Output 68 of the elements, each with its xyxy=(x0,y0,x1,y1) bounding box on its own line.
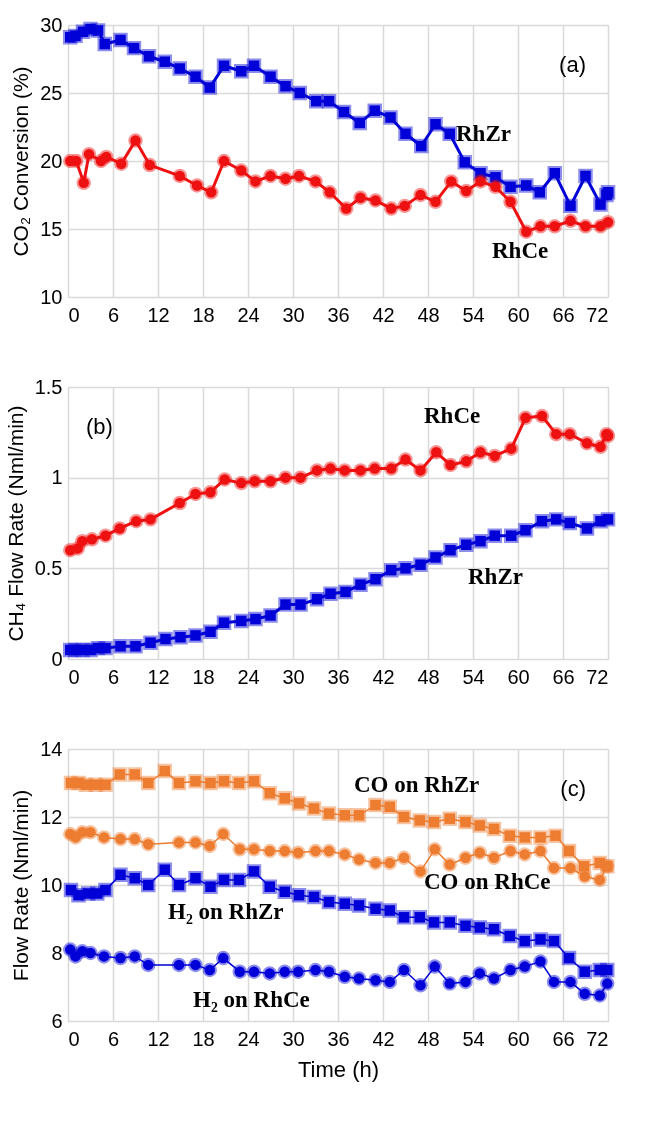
y-tick-label: 10 xyxy=(40,285,63,308)
series-label: CO on RhZr xyxy=(354,772,480,797)
x-tick-label: 12 xyxy=(147,1027,170,1050)
x-tick-label: 24 xyxy=(237,1027,260,1050)
annotation: (b) xyxy=(86,414,113,439)
x-tick-label: 66 xyxy=(552,665,575,688)
y-tick-label: 1 xyxy=(51,466,63,489)
y-tick-label: 6 xyxy=(51,1009,63,1032)
annotation: (a) xyxy=(559,52,586,77)
x-tick-label: 54 xyxy=(462,303,485,326)
x-tick-label: 54 xyxy=(462,665,485,688)
x-tick-label: 30 xyxy=(282,303,305,326)
x-tick-label: 6 xyxy=(107,1027,120,1050)
y-tick-label: 15 xyxy=(40,217,63,240)
x-tick-label: 36 xyxy=(327,1027,350,1050)
x-tick-label: 72 xyxy=(586,665,609,688)
x-tick-label: 0 xyxy=(68,303,80,326)
y-tick-label: 20 xyxy=(40,149,63,172)
x-tick-label: 30 xyxy=(282,665,305,688)
x-axis-title: Time (h) xyxy=(297,1056,380,1082)
y-axis-title: CH₄ Flow Rate (Nml/min) xyxy=(3,405,27,642)
y-axis-title: CO₂ Conversion (%) xyxy=(9,66,33,257)
x-tick-label: 0 xyxy=(68,665,80,688)
series-label: RhZr xyxy=(456,121,511,146)
y-tick-label: 1.5 xyxy=(34,375,63,398)
x-tick-label: 54 xyxy=(462,1027,485,1050)
x-tick-label: 42 xyxy=(372,1027,395,1050)
x-tick-label: 12 xyxy=(147,665,170,688)
x-tick-label: 6 xyxy=(107,665,120,688)
x-tick-label: 48 xyxy=(417,665,440,688)
x-tick-label: 36 xyxy=(327,303,350,326)
x-tick-label: 18 xyxy=(192,1027,215,1050)
x-tick-label: 12 xyxy=(147,303,170,326)
x-tick-label: 72 xyxy=(586,303,609,326)
y-tick-label: 8 xyxy=(51,941,63,964)
x-tick-label: 24 xyxy=(237,303,260,326)
x-tick-label: 48 xyxy=(417,1027,440,1050)
series-label: RhCe xyxy=(492,238,549,263)
series-label: RhZr xyxy=(468,564,523,589)
x-tick-label: 42 xyxy=(372,303,395,326)
series-label: RhCe xyxy=(424,403,481,428)
y-axis-title: Flow Rate (Nml/min) xyxy=(9,789,33,982)
y-tick-label: 0.5 xyxy=(34,556,63,579)
y-tick-label: 0 xyxy=(51,647,63,670)
annotation: (c) xyxy=(560,776,586,801)
x-tick-label: 60 xyxy=(507,303,530,326)
y-tick-label: 30 xyxy=(40,13,63,36)
y-tick-label: 10 xyxy=(40,873,63,896)
x-tick-label: 18 xyxy=(192,303,215,326)
x-tick-label: 72 xyxy=(586,1027,609,1050)
y-tick-label: 14 xyxy=(40,737,63,760)
x-tick-label: 18 xyxy=(192,665,215,688)
y-tick-label: 12 xyxy=(40,805,63,828)
y-tick-label: 25 xyxy=(40,81,63,104)
x-tick-label: 24 xyxy=(237,665,260,688)
x-tick-label: 42 xyxy=(372,665,395,688)
x-tick-label: 6 xyxy=(107,303,120,326)
x-tick-label: 66 xyxy=(552,1027,575,1050)
x-tick-label: 0 xyxy=(68,1027,80,1050)
x-tick-label: 48 xyxy=(417,303,440,326)
x-tick-label: 60 xyxy=(507,1027,530,1050)
series-label: H₂ on RhCe xyxy=(193,987,310,1012)
series-label: CO on RhCe xyxy=(424,869,551,894)
x-tick-label: 60 xyxy=(507,665,530,688)
series-label: H₂ on RhZr xyxy=(168,899,284,924)
x-tick-label: 30 xyxy=(282,1027,305,1050)
x-tick-label: 66 xyxy=(552,303,575,326)
x-tick-label: 36 xyxy=(327,665,350,688)
